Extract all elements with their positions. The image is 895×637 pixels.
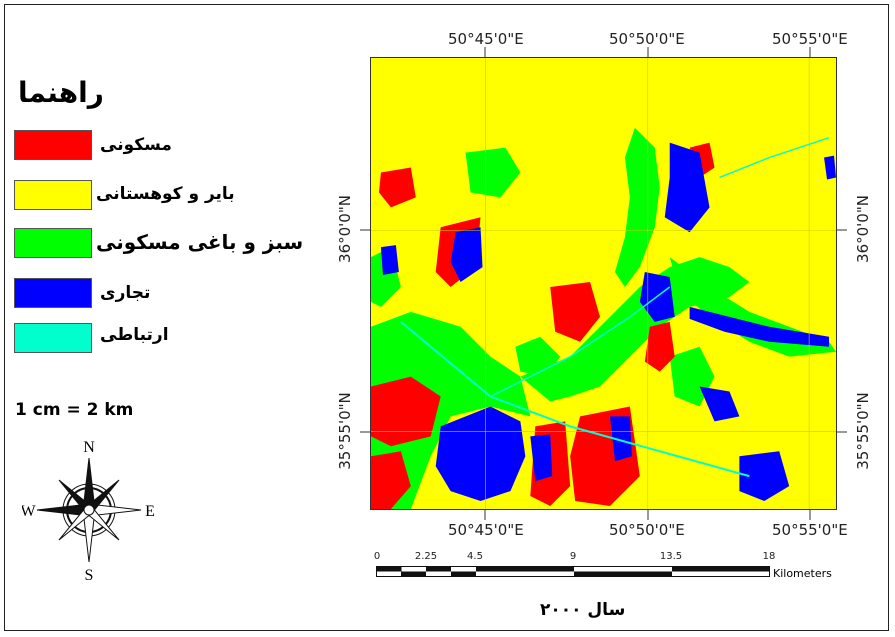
map-scale-text: 1 cm = 2 km — [15, 400, 134, 420]
legend-label-barren: بایر و کوهستانی — [96, 184, 235, 204]
compass-s: S — [85, 567, 94, 582]
compass-w: W — [22, 503, 36, 520]
compass-rose-icon: N S E W — [22, 440, 155, 582]
coord-left-2: 35°55'0"N — [336, 392, 354, 470]
coord-right-2: 35°55'0"N — [854, 392, 872, 470]
compass-n: N — [83, 440, 95, 456]
land-use-map — [370, 57, 837, 510]
coord-bottom-1: 50°45'0"E — [448, 521, 524, 539]
swatch-residential — [14, 130, 92, 160]
legend-label-transport: ارتباطی — [100, 325, 169, 345]
scalebar-tick-2: 4.5 — [467, 551, 483, 562]
coord-top-3: 50°55'0"E — [772, 30, 848, 48]
scalebar-tick-4: 13.5 — [659, 551, 683, 562]
legend-label-green: سبز و باغی مسکونی — [96, 230, 304, 254]
scalebar-tick-1: 2.25 — [414, 551, 438, 562]
swatch-green — [14, 228, 92, 258]
swatch-transport — [14, 323, 92, 353]
coord-top-1: 50°45'0"E — [448, 30, 524, 48]
swatch-barren — [14, 180, 92, 210]
scalebar-unit: Kilometers — [773, 567, 832, 580]
map-ticks — [360, 47, 847, 520]
scalebar-tick-5: 18 — [762, 551, 776, 562]
coord-left-1: 36°0'0"N — [336, 195, 354, 263]
scalebar-tick-3: 9 — [569, 551, 577, 562]
swatch-commercial — [14, 278, 92, 308]
legend-title: راهنما — [18, 76, 104, 109]
coord-right-1: 36°0'0"N — [854, 195, 872, 263]
coord-bottom-3: 50°55'0"E — [772, 521, 848, 539]
scalebar — [376, 566, 770, 577]
coord-top-2: 50°50'0"E — [609, 30, 685, 48]
coord-bottom-2: 50°50'0"E — [609, 521, 685, 539]
legend-label-residential: مسکونی — [100, 135, 172, 155]
compass-e: E — [145, 503, 155, 520]
scalebar-tick-0: 0 — [373, 551, 381, 562]
legend-label-commercial: تجاری — [100, 283, 151, 303]
year-caption: سال ۲۰۰۰ — [540, 600, 626, 620]
